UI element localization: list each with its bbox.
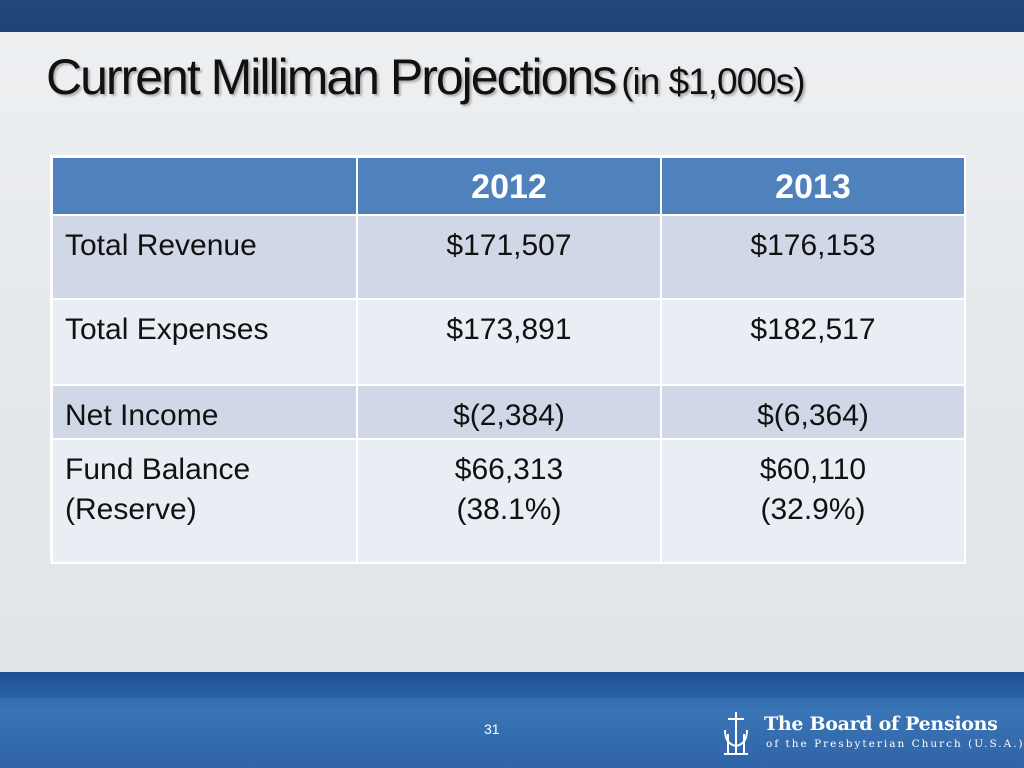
value-2012: $(2,384) [356,384,662,440]
header-cell-blank [51,156,358,216]
projections-table: 2012 2013 Total Revenue $171,507 $176,15… [50,155,966,564]
value-2012: $66,313 (38.1%) [356,438,662,564]
value-2013: $182,517 [660,298,966,386]
slide-title: Current Milliman Projections (in $1,000s) [46,48,806,106]
slide-title-main: Current Milliman Projections [46,49,617,105]
table-row-net-income: Net Income $(2,384) $(6,364) [51,384,966,440]
footer-band [0,672,1024,768]
value-2013: $(6,364) [660,384,966,440]
slide-title-subtitle: (in $1,000s) [621,61,805,102]
logo-tagline: of the Presbyterian Church (U.S.A.) [766,738,1024,750]
footer-stripe [0,672,1024,698]
value-2012: $173,891 [356,298,662,386]
row-label: Total Expenses [51,298,358,386]
presbyterian-seal-icon [724,712,748,755]
value-2013: $60,110 (32.9%) [660,438,966,564]
table-row-fund-balance: Fund Balance (Reserve) $66,313 (38.1%) $… [51,438,966,564]
row-label: Total Revenue [51,214,358,300]
value-2012: $171,507 [356,214,662,300]
table-row-total-revenue: Total Revenue $171,507 $176,153 [51,214,966,300]
top-bar [0,0,1024,32]
table-header-row: 2012 2013 [51,156,966,216]
logo-name: The Board of Pensions [764,713,998,735]
header-cell-2013: 2013 [660,156,966,216]
value-2013: $176,153 [660,214,966,300]
page-number: 31 [484,721,500,737]
header-cell-2012: 2012 [356,156,662,216]
row-label: Fund Balance (Reserve) [51,438,358,564]
row-label: Net Income [51,384,358,440]
board-of-pensions-logo: The Board of Pensions of the Presbyteria… [722,710,1023,758]
table-row-total-expenses: Total Expenses $173,891 $182,517 [51,298,966,386]
